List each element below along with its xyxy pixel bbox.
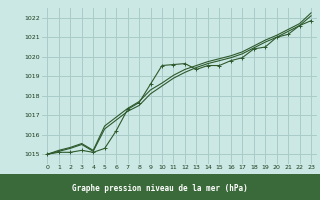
Text: Graphe pression niveau de la mer (hPa): Graphe pression niveau de la mer (hPa) bbox=[72, 184, 248, 193]
